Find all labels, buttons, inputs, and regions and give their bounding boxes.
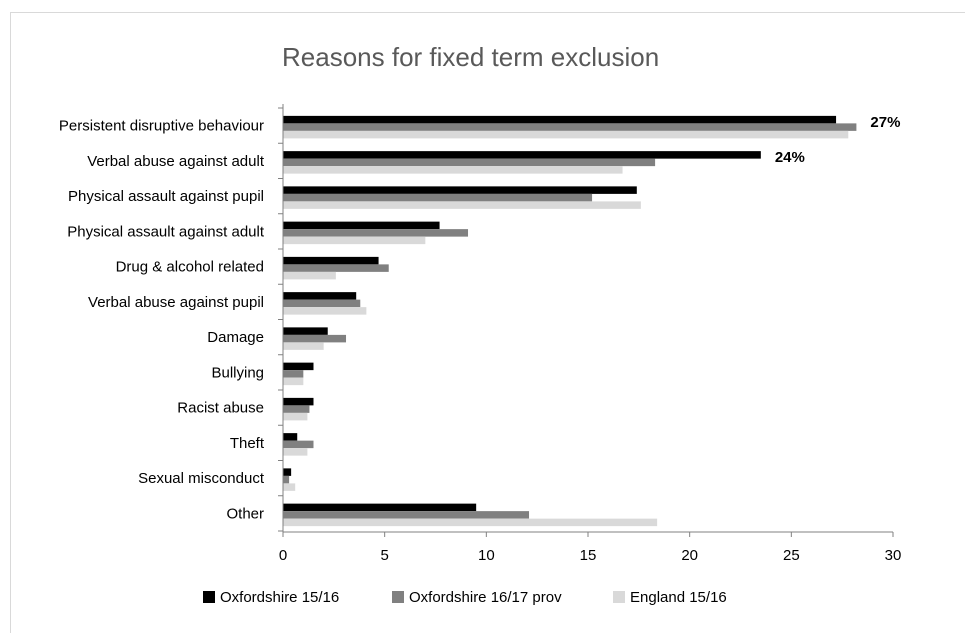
bar-oxfordshire-15-16-sexual-misconduct — [283, 468, 292, 476]
bar-oxfordshire-16-17-prov-physical-assault-against-adult — [283, 229, 469, 237]
bar-oxfordshire-15-16-drug-alcohol-related — [283, 256, 379, 265]
legend-label-england-15-16: England 15/16 — [630, 589, 727, 606]
bar-england-15-16-verbal-abuse-against-adult — [283, 166, 623, 174]
bar-england-15-16-verbal-abuse-against-pupil — [283, 307, 367, 315]
bars — [283, 115, 857, 527]
chart-title: Reasons for fixed term exclusion — [282, 42, 660, 72]
category-label-theft: Theft — [230, 435, 265, 452]
legend-swatch-england-15-16 — [613, 591, 625, 603]
bar-oxfordshire-16-17-prov-sexual-misconduct — [283, 475, 290, 484]
x-tick-label-15: 15 — [580, 547, 597, 564]
legend-label-oxfordshire-15-16: Oxfordshire 15/16 — [220, 589, 339, 606]
legend-swatch-oxfordshire-16-17-prov — [392, 591, 404, 603]
bar-oxfordshire-16-17-prov-other — [283, 511, 530, 519]
category-label-drug-alcohol-related: Drug & alcohol related — [116, 259, 264, 276]
bar-england-15-16-persistent-disruptive-behaviour — [283, 130, 849, 139]
x-tick-label-5: 5 — [380, 547, 388, 564]
bar-oxfordshire-16-17-prov-physical-assault-against-pupil — [283, 193, 593, 202]
legend-label-oxfordshire-16-17-prov: Oxfordshire 16/17 prov — [409, 589, 562, 606]
bar-oxfordshire-16-17-prov-theft — [283, 440, 314, 449]
bar-oxfordshire-15-16-other — [283, 503, 477, 512]
bar-england-15-16-damage — [283, 342, 324, 350]
data-label-verbal-abuse-against-adult: 24% — [775, 149, 805, 166]
bar-oxfordshire-16-17-prov-verbal-abuse-against-pupil — [283, 299, 361, 308]
bar-england-15-16-physical-assault-against-pupil — [283, 201, 641, 209]
category-label-physical-assault-against-adult: Physical assault against adult — [67, 223, 265, 240]
x-tick-label-20: 20 — [681, 547, 698, 564]
bar-england-15-16-bullying — [283, 377, 304, 386]
category-label-bullying: Bullying — [211, 364, 264, 381]
bar-oxfordshire-16-17-prov-drug-alcohol-related — [283, 264, 389, 272]
bar-oxfordshire-15-16-physical-assault-against-adult — [283, 221, 440, 230]
axes: 0 5 10 15 20 25 30 — [278, 104, 901, 564]
category-label-persistent-disruptive-behaviour: Persistent disruptive behaviour — [59, 118, 264, 135]
category-label-verbal-abuse-against-pupil: Verbal abuse against pupil — [88, 294, 264, 311]
bar-oxfordshire-15-16-theft — [283, 433, 298, 441]
category-label-damage: Damage — [207, 329, 264, 346]
bar-england-15-16-racist-abuse — [283, 412, 308, 421]
x-tick-label-30: 30 — [885, 547, 902, 564]
legend-swatch-oxfordshire-15-16 — [203, 591, 215, 603]
x-tick-label-10: 10 — [478, 547, 495, 564]
data-label-persistent-disruptive-behaviour: 27% — [870, 114, 900, 131]
x-tick-label-25: 25 — [783, 547, 800, 564]
category-label-verbal-abuse-against-adult: Verbal abuse against adult — [87, 153, 265, 170]
bar-oxfordshire-16-17-prov-racist-abuse — [283, 405, 310, 413]
category-label-physical-assault-against-pupil: Physical assault against pupil — [68, 188, 264, 205]
bar-oxfordshire-15-16-persistent-disruptive-behaviour — [283, 115, 837, 124]
bar-england-15-16-drug-alcohol-related — [283, 271, 336, 280]
bar-england-15-16-sexual-misconduct — [283, 483, 296, 491]
category-label-racist-abuse: Racist abuse — [177, 400, 264, 417]
bar-england-15-16-other — [283, 518, 658, 527]
bar-oxfordshire-15-16-damage — [283, 327, 328, 335]
bar-oxfordshire-16-17-prov-damage — [283, 334, 347, 343]
bar-oxfordshire-16-17-prov-verbal-abuse-against-adult — [283, 158, 656, 167]
bar-england-15-16-theft — [283, 448, 308, 456]
bar-oxfordshire-15-16-bullying — [283, 362, 314, 371]
bar-england-15-16-physical-assault-against-adult — [283, 236, 426, 245]
legend: Oxfordshire 15/16 Oxfordshire 16/17 prov E… — [203, 589, 727, 606]
bar-oxfordshire-15-16-physical-assault-against-pupil — [283, 186, 637, 194]
bar-oxfordshire-15-16-verbal-abuse-against-adult — [283, 151, 761, 159]
chart-area — [10, 12, 965, 633]
bar-oxfordshire-15-16-racist-abuse — [283, 397, 314, 406]
bar-oxfordshire-16-17-prov-bullying — [283, 370, 304, 378]
category-label-other: Other — [226, 505, 264, 522]
bar-oxfordshire-16-17-prov-persistent-disruptive-behaviour — [283, 123, 857, 131]
bar-oxfordshire-15-16-verbal-abuse-against-pupil — [283, 292, 357, 300]
labels: Persistent disruptive behaviour Verbal ab… — [59, 114, 901, 522]
x-tick-label-0: 0 — [279, 547, 287, 564]
category-label-sexual-misconduct: Sexual misconduct — [138, 470, 265, 487]
